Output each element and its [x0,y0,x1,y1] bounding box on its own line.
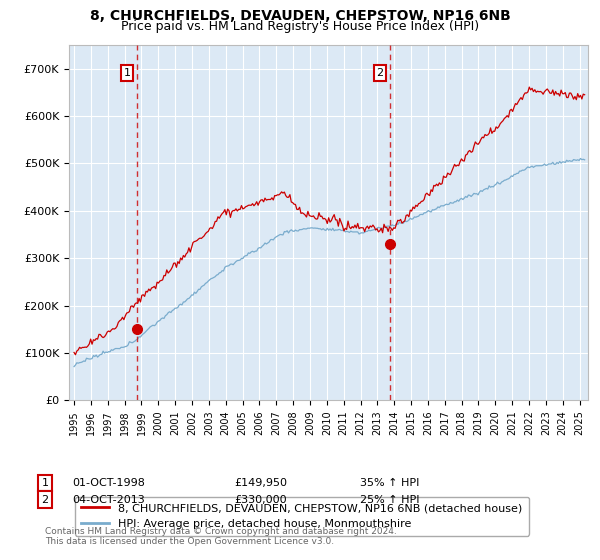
Text: Price paid vs. HM Land Registry's House Price Index (HPI): Price paid vs. HM Land Registry's House … [121,20,479,32]
Text: 8, CHURCHFIELDS, DEVAUDEN, CHEPSTOW, NP16 6NB: 8, CHURCHFIELDS, DEVAUDEN, CHEPSTOW, NP1… [89,9,511,23]
Text: £330,000: £330,000 [234,494,287,505]
Text: 35% ↑ HPI: 35% ↑ HPI [360,478,419,488]
Text: £149,950: £149,950 [234,478,287,488]
Text: 25% ↑ HPI: 25% ↑ HPI [360,494,419,505]
Text: 04-OCT-2013: 04-OCT-2013 [72,494,145,505]
Legend: 8, CHURCHFIELDS, DEVAUDEN, CHEPSTOW, NP16 6NB (detached house), HPI: Average pri: 8, CHURCHFIELDS, DEVAUDEN, CHEPSTOW, NP1… [74,497,529,535]
Text: 1: 1 [124,68,131,78]
Text: 01-OCT-1998: 01-OCT-1998 [72,478,145,488]
Text: Contains HM Land Registry data © Crown copyright and database right 2024.
This d: Contains HM Land Registry data © Crown c… [45,526,397,546]
Text: 2: 2 [376,68,383,78]
Text: 2: 2 [41,494,49,505]
Text: 1: 1 [41,478,49,488]
